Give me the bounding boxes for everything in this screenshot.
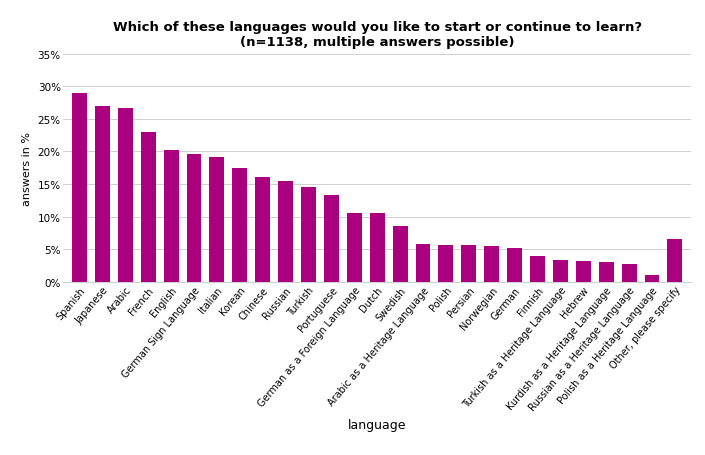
Bar — [324, 196, 339, 282]
Title: Which of these languages would you like to start or continue to learn?
(n=1138, : Which of these languages would you like … — [113, 21, 642, 49]
Bar — [255, 178, 270, 282]
Bar — [369, 214, 385, 282]
Bar — [644, 275, 659, 282]
Bar — [233, 168, 247, 282]
Bar — [415, 244, 431, 282]
Bar — [278, 182, 293, 282]
Bar — [553, 261, 568, 282]
Bar — [209, 157, 224, 282]
X-axis label: language: language — [348, 418, 406, 430]
Bar — [576, 261, 591, 282]
Bar — [347, 213, 362, 282]
Bar — [164, 151, 178, 282]
Bar — [393, 226, 407, 282]
Bar — [439, 246, 453, 282]
Bar — [118, 109, 133, 282]
Bar — [668, 239, 682, 282]
Bar — [72, 94, 87, 282]
Bar — [141, 132, 156, 282]
Bar — [530, 257, 545, 282]
Bar — [461, 246, 476, 282]
Y-axis label: answers in %: answers in % — [22, 131, 32, 205]
Bar — [95, 106, 110, 282]
Bar — [507, 249, 522, 282]
Bar — [301, 187, 316, 282]
Bar — [484, 246, 499, 282]
Bar — [599, 262, 613, 282]
Bar — [187, 155, 202, 282]
Bar — [622, 264, 637, 282]
